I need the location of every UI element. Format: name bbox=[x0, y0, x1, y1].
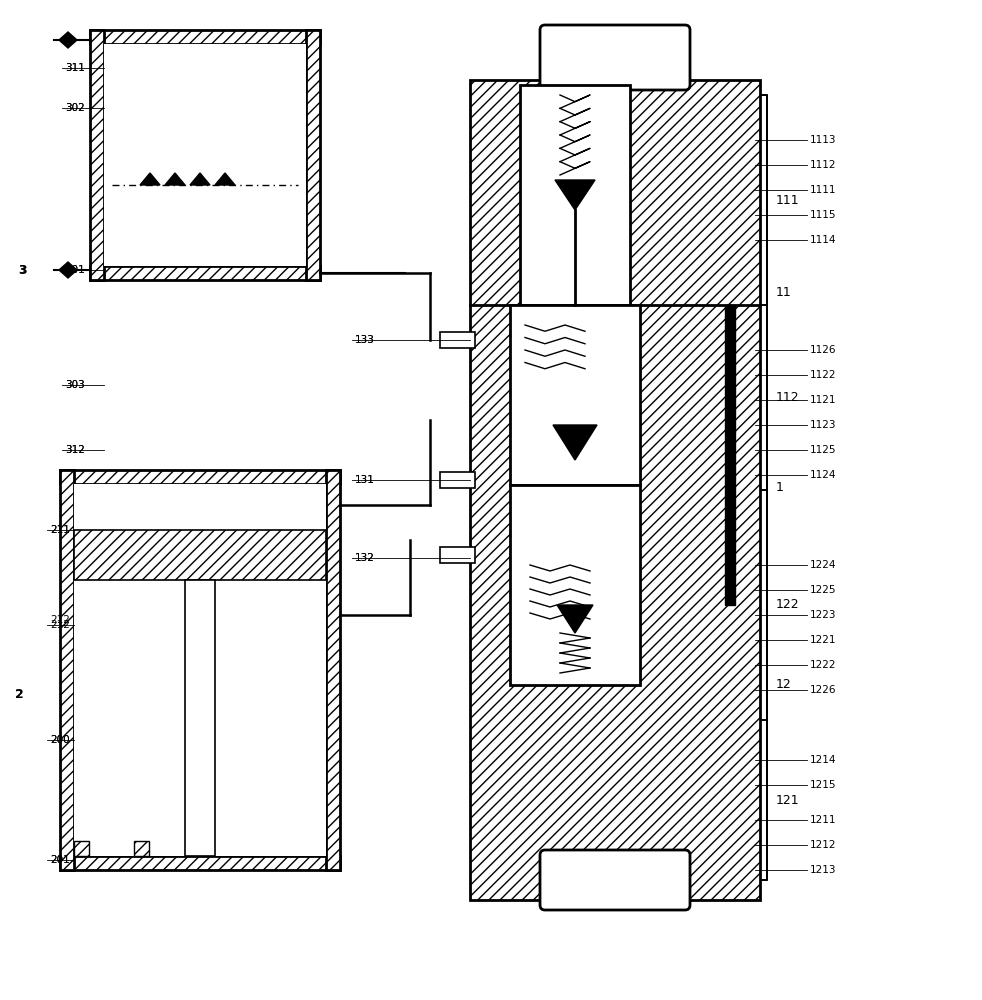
Text: 1: 1 bbox=[776, 481, 784, 494]
Bar bbox=[74, 530, 326, 580]
Text: 121: 121 bbox=[776, 794, 799, 806]
Text: 2: 2 bbox=[15, 690, 22, 700]
Text: 1112: 1112 bbox=[810, 160, 837, 170]
Text: 212: 212 bbox=[50, 615, 70, 625]
Bar bbox=[90, 30, 104, 280]
Bar bbox=[104, 44, 306, 266]
Polygon shape bbox=[553, 425, 597, 460]
FancyBboxPatch shape bbox=[540, 850, 690, 910]
Text: 1214: 1214 bbox=[810, 755, 837, 765]
Bar bbox=[520, 85, 630, 305]
Text: 1225: 1225 bbox=[810, 585, 837, 595]
Text: 1224: 1224 bbox=[810, 560, 837, 570]
Polygon shape bbox=[165, 173, 185, 185]
Text: 132: 132 bbox=[355, 553, 375, 563]
Bar bbox=[60, 856, 340, 870]
Text: 303: 303 bbox=[65, 380, 84, 390]
Text: 302: 302 bbox=[65, 103, 84, 113]
Text: 1213: 1213 bbox=[810, 865, 837, 875]
Text: 111: 111 bbox=[776, 194, 799, 207]
Polygon shape bbox=[140, 173, 160, 185]
Text: 133: 133 bbox=[355, 335, 375, 345]
Bar bbox=[134, 841, 149, 856]
Text: 1115: 1115 bbox=[810, 210, 837, 220]
Polygon shape bbox=[59, 262, 77, 278]
Bar bbox=[326, 470, 340, 870]
Polygon shape bbox=[555, 180, 595, 210]
Bar bbox=[510, 485, 640, 685]
Text: 122: 122 bbox=[776, 598, 799, 611]
Bar bbox=[440, 332, 475, 348]
Text: 1211: 1211 bbox=[810, 815, 837, 825]
Text: 1114: 1114 bbox=[810, 235, 837, 245]
Text: 3: 3 bbox=[18, 265, 25, 275]
Bar bbox=[60, 470, 74, 870]
Text: 1111: 1111 bbox=[810, 185, 837, 195]
Text: 1124: 1124 bbox=[810, 470, 837, 480]
Bar bbox=[440, 547, 475, 563]
Bar bbox=[306, 30, 320, 280]
Text: 133: 133 bbox=[355, 335, 375, 345]
Text: 311: 311 bbox=[65, 63, 84, 73]
FancyBboxPatch shape bbox=[540, 25, 690, 90]
Text: 211: 211 bbox=[50, 525, 70, 535]
Text: 301: 301 bbox=[65, 265, 84, 275]
Text: 1215: 1215 bbox=[810, 780, 837, 790]
Text: 1222: 1222 bbox=[810, 660, 837, 670]
Text: 1113: 1113 bbox=[810, 135, 837, 145]
Text: 312: 312 bbox=[65, 445, 84, 455]
Bar bbox=[185, 580, 215, 856]
Polygon shape bbox=[59, 32, 77, 48]
Bar bbox=[725, 305, 735, 605]
Text: 302: 302 bbox=[65, 103, 84, 113]
Text: 1125: 1125 bbox=[810, 445, 837, 455]
Polygon shape bbox=[190, 173, 210, 185]
Text: 131: 131 bbox=[355, 475, 375, 485]
Text: 2: 2 bbox=[15, 688, 24, 702]
Bar bbox=[440, 472, 475, 488]
Bar bbox=[74, 841, 89, 856]
Text: 1226: 1226 bbox=[810, 685, 837, 695]
Text: 1212: 1212 bbox=[810, 840, 837, 850]
Text: 112: 112 bbox=[776, 391, 799, 404]
Polygon shape bbox=[215, 173, 235, 185]
Bar bbox=[90, 266, 320, 280]
Text: 201: 201 bbox=[50, 855, 70, 865]
Polygon shape bbox=[557, 605, 593, 633]
Text: 12: 12 bbox=[776, 678, 791, 692]
Text: 201: 201 bbox=[50, 855, 70, 865]
Bar bbox=[90, 30, 320, 44]
Text: 303: 303 bbox=[65, 380, 84, 390]
Text: 132: 132 bbox=[355, 553, 375, 563]
Text: 131: 131 bbox=[355, 475, 375, 485]
Bar bbox=[60, 470, 340, 484]
Text: 1223: 1223 bbox=[810, 610, 837, 620]
Text: 1221: 1221 bbox=[810, 635, 837, 645]
Text: 1123: 1123 bbox=[810, 420, 837, 430]
Text: 312: 312 bbox=[65, 445, 84, 455]
Bar bbox=[470, 80, 760, 900]
Text: 211: 211 bbox=[50, 525, 70, 535]
Text: 1122: 1122 bbox=[810, 370, 837, 380]
Text: 1126: 1126 bbox=[810, 345, 837, 355]
Text: 301: 301 bbox=[65, 265, 84, 275]
Text: 311: 311 bbox=[65, 63, 84, 73]
Text: 200: 200 bbox=[50, 735, 70, 745]
Text: 3: 3 bbox=[18, 263, 27, 276]
Text: 200: 200 bbox=[50, 735, 70, 745]
Text: 1121: 1121 bbox=[810, 395, 837, 405]
Bar bbox=[510, 305, 640, 485]
Text: 212: 212 bbox=[50, 620, 70, 630]
Text: 11: 11 bbox=[776, 286, 791, 299]
Bar bbox=[74, 484, 326, 856]
